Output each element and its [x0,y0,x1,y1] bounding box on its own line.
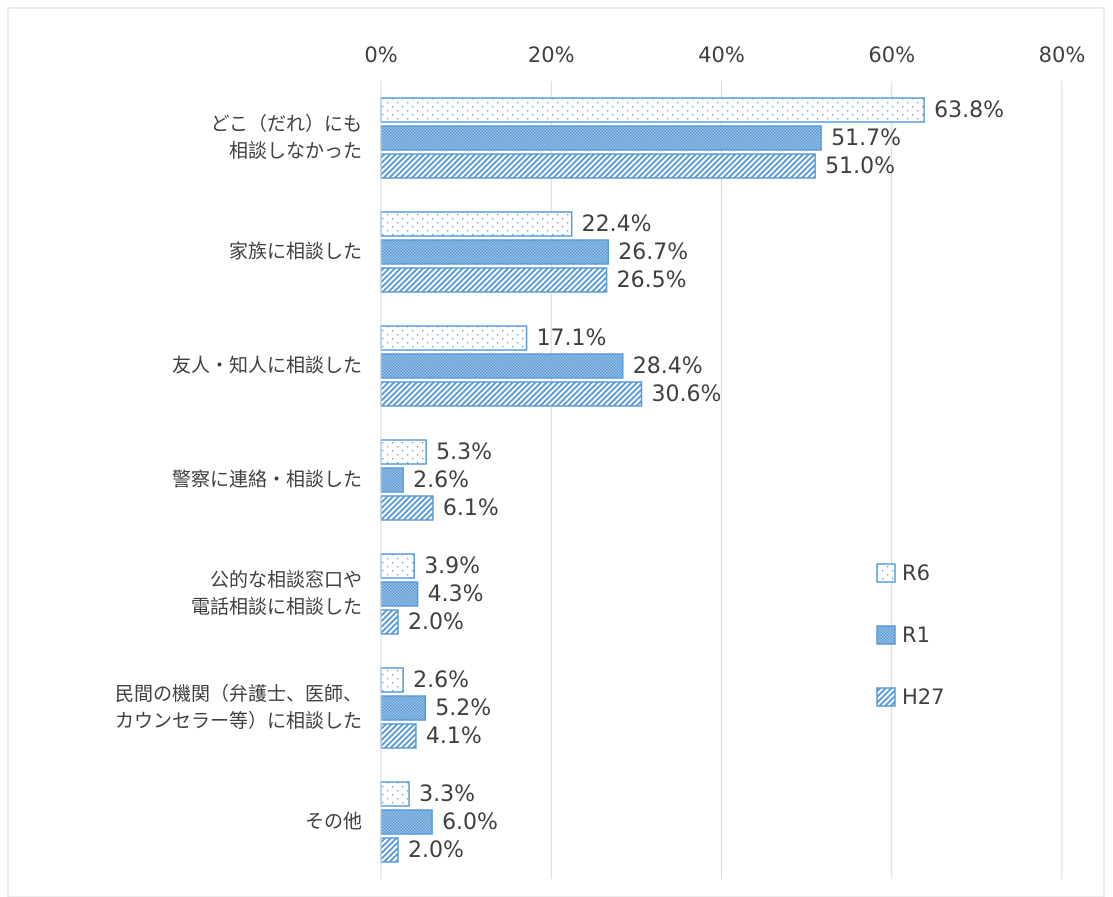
legend-swatch [876,563,896,583]
bar [380,837,399,863]
x-tick-label: 60% [868,43,915,67]
y-tick-label: 友人・知人に相談した [171,354,362,377]
value-label: 26.7% [618,240,688,265]
x-tick-label: 80% [1039,43,1086,67]
bar [380,125,822,151]
bar [380,325,528,351]
legend-label: R6 [902,561,930,585]
value-label: 2.0% [408,610,464,635]
bar [380,723,417,749]
value-label: 26.5% [617,268,687,293]
value-label: 28.4% [633,354,703,379]
bar [380,781,410,807]
value-label: 51.7% [831,126,901,151]
value-label: 3.3% [419,782,475,807]
value-label: 2.6% [413,468,469,493]
bar [380,467,404,493]
y-tick-label: その他 [304,810,362,833]
value-label: 2.6% [413,668,469,693]
bar [380,439,427,465]
legend-label: R1 [902,623,930,647]
value-label: 6.1% [443,496,499,521]
frame [7,7,1105,897]
legend-swatch [876,687,896,707]
y-tick-label: どこ（だれ）にも 相談しなかった [210,113,362,162]
bar [380,353,624,379]
value-label: 30.6% [651,382,721,407]
value-label: 4.1% [426,724,482,749]
value-label: 6.0% [442,810,498,835]
bar [380,667,404,693]
bar [380,609,399,635]
bar [380,809,433,835]
x-tick-label: 20% [528,43,575,67]
bar [380,267,608,293]
value-label: 51.0% [825,154,895,179]
bar [380,153,816,179]
bar [380,381,643,407]
bar [380,239,610,265]
y-tick-label: 家族に相談した [228,240,362,263]
y-tick-label: 警察に連絡・相談した [171,468,362,491]
value-label: 22.4% [582,212,652,237]
legend-swatch [876,625,896,645]
value-label: 4.3% [428,582,484,607]
bar [380,581,419,607]
value-label: 3.9% [424,554,480,579]
bar [380,553,415,579]
x-tick-label: 40% [698,43,745,67]
value-label: 17.1% [537,326,607,351]
value-label: 63.8% [934,98,1004,123]
bar [380,97,925,123]
bar [380,695,427,721]
value-label: 5.3% [436,440,492,465]
x-tick-label: 0% [364,43,397,67]
bar [380,495,434,521]
legend-label: H27 [902,685,945,709]
value-label: 5.2% [435,696,491,721]
bar [380,211,573,237]
y-tick-label: 公的な相談窓口や 電話相談に相談した [190,569,362,618]
y-tick-label: 民間の機関（弁護士、医師、 カウンセラー等）に相談した [114,683,362,732]
value-label: 2.0% [408,838,464,863]
